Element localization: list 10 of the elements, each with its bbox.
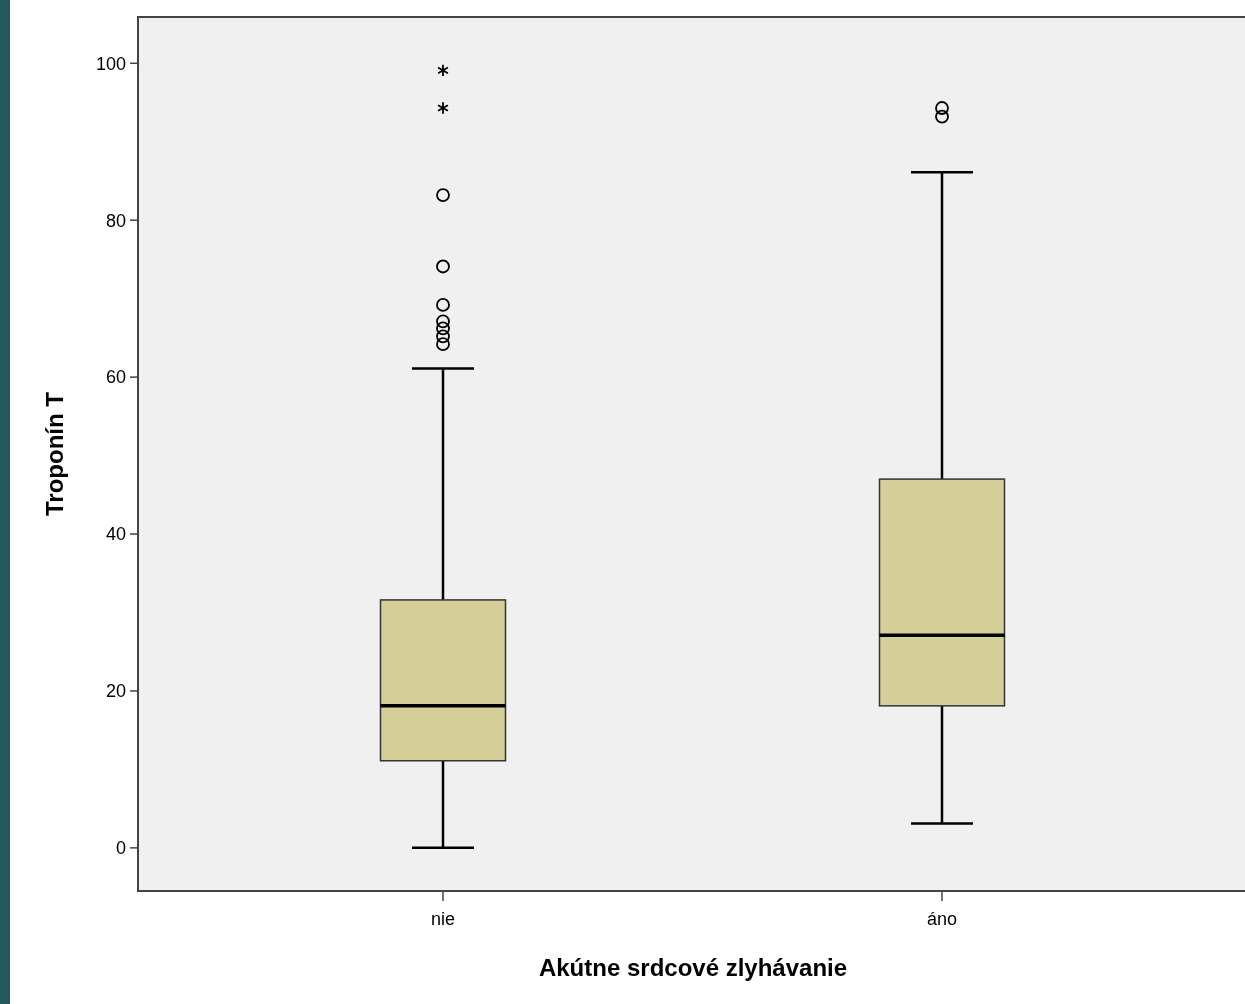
y-tick-label: 0 — [115, 838, 126, 859]
y-tick-label: 40 — [105, 524, 126, 545]
y-tick-label: 100 — [95, 53, 126, 74]
y-axis-title: Troponín T — [41, 391, 68, 516]
y-tick-label: 20 — [105, 681, 126, 702]
x-tick-label: áno — [926, 909, 958, 929]
x-axis-title: Akútne srdcové zlyhávanie — [538, 954, 848, 981]
y-tick-label: 80 — [105, 210, 126, 231]
x-tick-label: nie — [430, 909, 456, 929]
y-tick-label: 60 — [105, 367, 126, 388]
